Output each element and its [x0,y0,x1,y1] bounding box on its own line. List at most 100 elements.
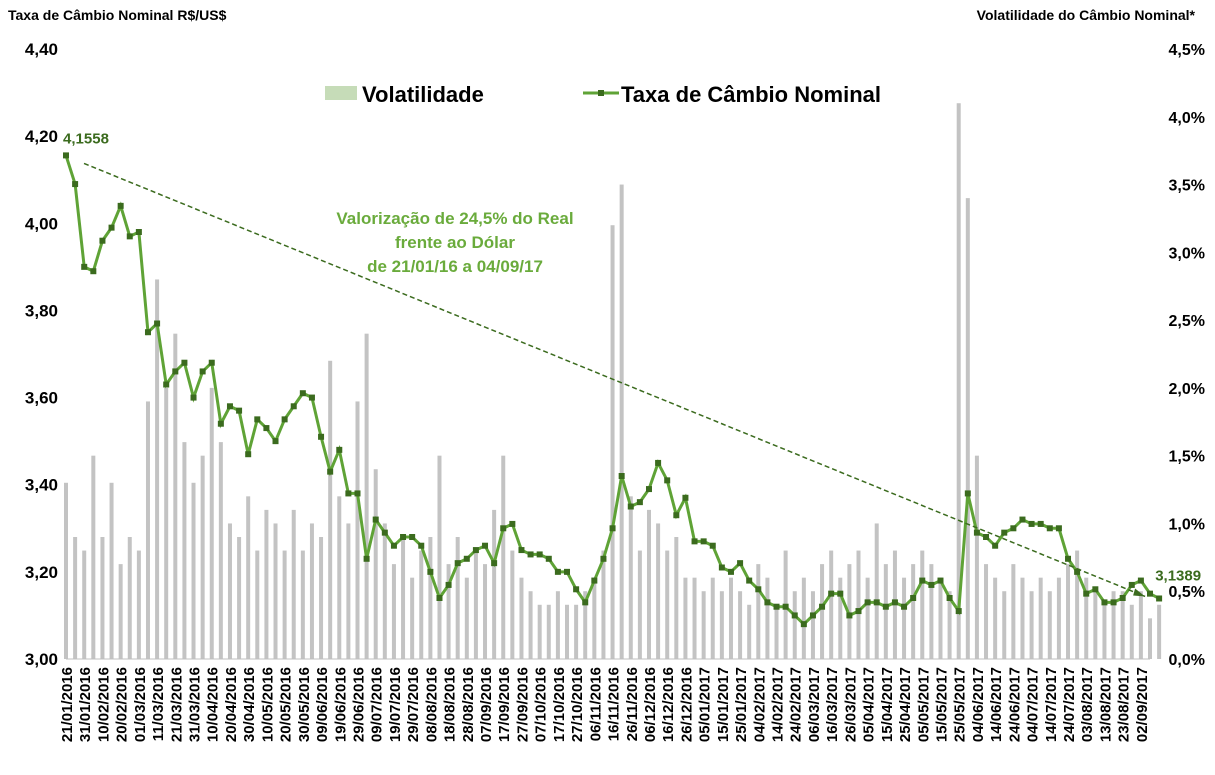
exchange-rate-marker [746,577,753,584]
volatility-bar [446,564,451,659]
y2-tick-label: 0,0% [1169,652,1205,669]
volatility-bar [984,564,989,659]
x-tick-label: 15/05/2017 [933,667,950,742]
volatility-bar [255,550,260,659]
exchange-rate-marker [673,512,680,519]
exchange-rate-marker [135,229,142,235]
x-tick-label: 29/07/2016 [405,667,422,742]
volatility-bar [501,455,506,659]
exchange-rate-marker [454,560,461,567]
volatility-bar [1093,591,1098,659]
x-tick-label: 27/09/2016 [514,667,531,742]
exchange-rate-marker [764,599,771,606]
exchange-rate-marker [190,394,197,401]
exchange-rate-marker [755,586,762,593]
exchange-rate-marker [582,599,589,606]
exchange-rate-marker [1010,525,1017,532]
exchange-rate-marker [327,468,334,475]
exchange-rate-marker [99,237,106,244]
exchange-rate-marker [600,555,607,562]
volatility-bar [528,591,533,659]
exchange-rate-marker [946,595,953,601]
exchange-rate-marker [463,555,470,562]
exchange-rate-marker [409,534,416,540]
volatility-bar [938,577,943,659]
volatility-bar [747,604,752,659]
exchange-rate-marker [901,603,908,610]
volatility-bar [437,455,442,659]
y-tick-label: 3,40 [25,476,58,495]
volatility-bar [1102,604,1107,659]
exchange-rate-marker [308,394,315,401]
exchange-rate-marker [226,403,233,410]
x-tick-label: 09/07/2016 [369,667,386,742]
x-tick-label: 26/03/2017 [842,667,859,742]
volatility-bar [155,279,160,659]
volatility-bar [710,577,715,659]
legend-label: Volatilidade [362,82,484,107]
exchange-rate-marker [482,542,489,549]
x-tick-label: 24/07/2017 [1061,667,1078,742]
volatility-bar [401,537,406,659]
x-tick-label: 20/02/2016 [114,667,131,742]
exchange-rate-marker [910,595,917,601]
volatility-bar [883,564,888,659]
exchange-rate-marker [828,590,835,597]
volatility-bar [820,564,825,659]
volatility-bar [373,469,378,659]
exchange-rate-marker [445,581,452,588]
exchange-rate-marker [290,403,297,410]
y-tick-label: 4,40 [25,40,58,59]
volatility-bar [419,550,424,659]
x-tick-label: 24/02/2017 [788,667,805,742]
exchange-rate-marker [500,525,507,532]
y2-tick-label: 2,5% [1169,313,1205,330]
exchange-rate-marker [436,595,443,601]
exchange-rate-marker [891,599,898,606]
value-label: 4,1558 [63,130,109,147]
exchange-rate-marker [472,547,479,554]
y-tick-label: 3,00 [25,650,58,669]
x-tick-label: 11/03/2016 [150,667,167,741]
volatility-bar [856,550,861,659]
exchange-rate-marker [791,612,798,619]
volatility-bar [1138,591,1143,659]
exchange-rate-marker [126,233,133,240]
volatility-bar [118,564,123,659]
exchange-rate-marker [955,608,962,615]
y2-tick-label: 3,0% [1169,245,1205,262]
x-tick-label: 30/04/2016 [241,667,258,742]
volatility-bar [109,482,114,659]
volatility-bar [683,577,688,659]
exchange-rate-marker [937,577,944,584]
exchange-rate-marker [855,608,862,615]
exchange-rate-marker [336,446,343,453]
volatility-bar [428,537,433,659]
exchange-rate-marker [527,551,534,558]
exchange-rate-marker [873,599,880,606]
volatility-bar [473,550,478,659]
y-tick-label: 4,00 [25,214,58,233]
volatility-bar [902,577,907,659]
x-tick-label: 18/08/2016 [442,667,459,742]
exchange-rate-marker [718,564,725,571]
volatility-bar [974,455,979,659]
volatility-bar [911,564,916,659]
exchange-rate-marker [154,320,161,327]
x-tick-label: 14/06/2017 [988,667,1005,742]
exchange-rate-marker [655,459,662,466]
x-tick-label: 19/07/2016 [387,667,404,742]
volatility-bar [355,401,360,659]
x-tick-label: 25/05/2017 [952,667,969,742]
y-tick-label: 3,20 [25,563,58,582]
exchange-rate-marker [217,420,224,427]
volatility-bar [519,577,524,659]
volatility-bar [391,564,396,659]
volatility-bar [1075,550,1080,659]
volatility-bar [665,550,670,659]
exchange-rate-marker [1110,599,1117,606]
volatility-bar [164,387,169,659]
volatility-bar [1002,591,1007,659]
x-tick-label: 10/05/2016 [259,667,276,742]
